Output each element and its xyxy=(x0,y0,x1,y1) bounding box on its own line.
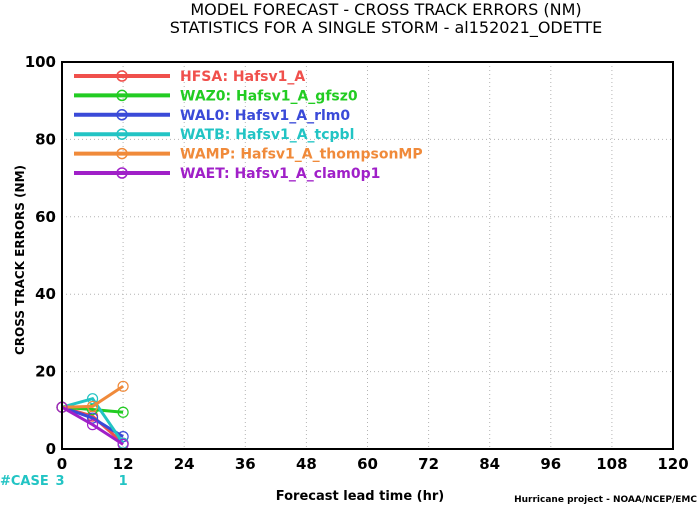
data-point xyxy=(117,406,129,418)
y-tick-label: 40 xyxy=(35,285,56,303)
legend-label: WAMP: Hafsv1_A_thompsonMP xyxy=(180,147,423,163)
legend: HFSA: Hafsv1_A WAZ0: Hafsv1_A_gfsz0 WAL0: … xyxy=(74,69,423,182)
case-count: 1 xyxy=(119,474,128,489)
case-label: #CASE xyxy=(0,474,49,489)
data-point xyxy=(117,380,129,392)
series-layer xyxy=(56,380,129,450)
x-tick-label: 60 xyxy=(357,455,378,473)
legend-item: WAET: Hafsv1_A_clam0p1 xyxy=(74,166,380,182)
x-tick-label: 36 xyxy=(235,455,256,473)
x-tick-label: 72 xyxy=(418,455,439,473)
series-4 xyxy=(56,380,129,413)
x-tick-label: 96 xyxy=(540,455,561,473)
legend-marker xyxy=(116,109,128,121)
chart-title: MODEL FORECAST - CROSS TRACK ERRORS (NM) xyxy=(190,0,581,19)
data-point xyxy=(86,403,99,416)
x-tick-label: 24 xyxy=(174,455,195,473)
legend-label: HFSA: Hafsv1_A xyxy=(180,69,305,85)
y-tick-label: 60 xyxy=(35,208,56,226)
legend-marker xyxy=(116,147,128,160)
legend-item: WAL0: Hafsv1_A_rlm0 xyxy=(74,108,350,124)
case-count: 3 xyxy=(55,474,64,489)
legend-marker xyxy=(116,70,128,82)
legend-item: HFSA: Hafsv1_A xyxy=(74,69,305,85)
data-point xyxy=(86,419,99,431)
series-line xyxy=(61,396,125,445)
legend-item: WAZ0: Hafsv1_A_gfsz0 xyxy=(74,88,358,104)
y-tick-label: 20 xyxy=(35,363,56,381)
x-axis-label: Forecast lead time (hr) xyxy=(276,489,444,504)
grid xyxy=(62,62,673,449)
y-tick-label: 0 xyxy=(46,440,56,458)
x-tick-label: 12 xyxy=(113,455,134,473)
y-axis-label: CROSS TRACK ERRORS (NM) xyxy=(13,165,27,355)
chart-subtitle: STATISTICS FOR A SINGLE STORM - al152021… xyxy=(170,18,602,38)
series-line xyxy=(61,405,124,446)
x-tick-label: 84 xyxy=(479,455,500,473)
credit-text: Hurricane project - NOAA/NCEP/EMC xyxy=(514,495,697,505)
legend-label: WAZ0: Hafsv1_A_gfsz0 xyxy=(180,88,358,104)
data-point xyxy=(86,393,99,405)
data-point xyxy=(86,400,99,413)
x-tick-label: 48 xyxy=(296,455,317,473)
legend-label: WAET: Hafsv1_A_clam0p1 xyxy=(180,166,380,182)
axis-ticks: 0 12 24 36 48 60 72 84 96 108 120 0 20 40 60 80 100 xyxy=(25,53,689,473)
y-tick-label: 100 xyxy=(25,53,56,71)
x-tick-label: 120 xyxy=(657,455,688,473)
legend-marker xyxy=(116,167,128,179)
legend-item: WAMP: Hafsv1_A_thompsonMP xyxy=(74,147,423,163)
legend-label: WATB: Hafsv1_A_tcpbl xyxy=(180,127,354,143)
legend-label: WAL0: Hafsv1_A_rlm0 xyxy=(180,108,350,124)
x-tick-label: 0 xyxy=(57,455,67,473)
case-counts: #CASE 3 1 xyxy=(0,474,128,489)
legend-item: WATB: Hafsv1_A_tcpbl xyxy=(74,127,354,143)
plot-frame xyxy=(61,61,674,450)
y-tick-label: 80 xyxy=(35,130,56,148)
legend-marker xyxy=(116,128,128,140)
x-tick-label: 108 xyxy=(596,455,627,473)
series-line xyxy=(61,385,124,409)
legend-marker xyxy=(116,89,128,102)
